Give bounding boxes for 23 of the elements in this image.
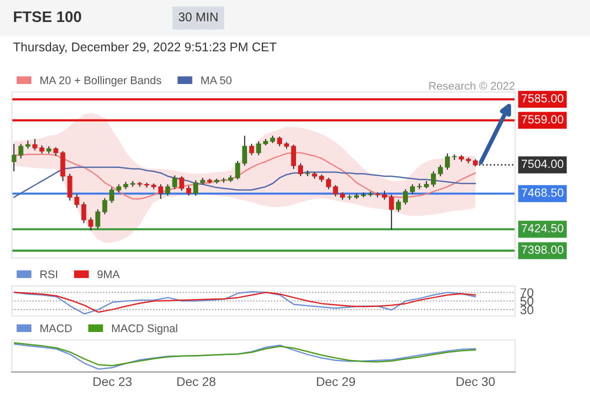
chart-title: FTSE 100 — [14, 11, 82, 22]
legend-label: MACD Signal — [112, 324, 178, 334]
ref-line-label: 7504.00 — [522, 160, 564, 168]
y-tick-label: 70 — [520, 288, 534, 298]
y-tick-label: 50 — [520, 296, 534, 306]
text: Thursday, December 29, 2022 9:51:23 PM CET — [13, 42, 276, 54]
legend-label: 9MA — [98, 270, 120, 278]
x-tick-label: Dec 29 — [317, 377, 355, 386]
x-tick-label: Dec 28 — [177, 377, 216, 386]
text: Research © 2022 — [429, 82, 515, 90]
series-label: MACD — [40, 324, 72, 332]
x-tick-label: Dec 23 — [94, 377, 132, 386]
ref-line-label: 7424.50 — [522, 224, 564, 232]
legend-label: RSI — [40, 270, 58, 278]
x-tick-label: Dec 30 — [456, 377, 495, 386]
ref-line-label: 7398.00 — [522, 246, 564, 254]
ref-line-label: 7585.00 — [522, 94, 564, 102]
ref-line-label: 7468.50 — [522, 188, 564, 197]
legend-label: MA 20 + Bollinger Bands — [40, 76, 162, 86]
legend-label: MA 50 — [201, 76, 232, 84]
text: 30 MIN — [178, 12, 218, 22]
y-tick-label: 30 — [520, 305, 534, 314]
ref-line-label: 7559.00 — [522, 115, 564, 124]
